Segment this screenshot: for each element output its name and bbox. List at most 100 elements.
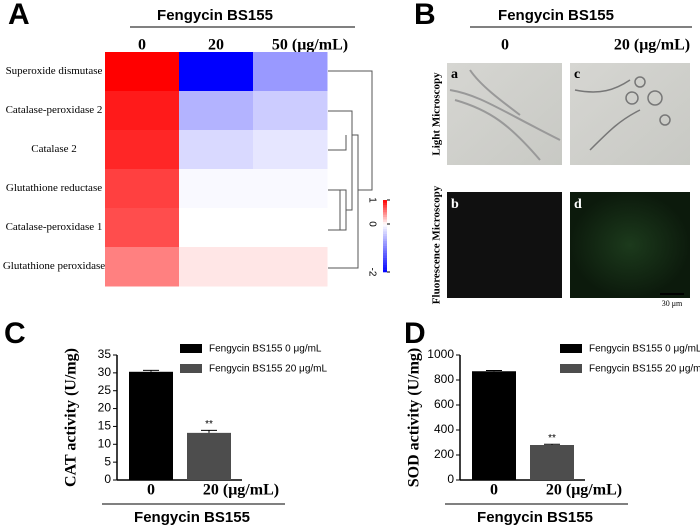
colorbar-segment <box>383 260 387 263</box>
colorbar-segment <box>383 269 387 273</box>
legend-label: Fengycin BS155 20 μg/mL <box>589 364 700 375</box>
dendrogram <box>328 70 373 269</box>
x-tick-label: 0 <box>147 482 155 499</box>
colorbar-segment <box>383 212 387 215</box>
heatmap-cell <box>105 247 180 287</box>
y-tick-label: 20 <box>98 401 112 415</box>
bar <box>530 445 574 480</box>
colorbar-segment <box>383 267 387 270</box>
group-label: Fengycin BS155 <box>498 7 614 24</box>
image-label: b <box>451 197 459 212</box>
microscopy-images <box>447 63 690 298</box>
colorbar-segment <box>383 238 387 242</box>
heatmap-cell <box>253 169 328 209</box>
colorbar-segment <box>383 255 387 258</box>
colorbar-segment <box>383 224 387 227</box>
colorbar-segment <box>383 262 387 266</box>
heatmap-cell <box>105 208 180 248</box>
colorbar-segment <box>383 236 387 239</box>
colorbar-segment <box>383 204 387 208</box>
row-label: Light Microscopy <box>431 72 443 156</box>
row-label: Superoxide dismutase <box>6 65 103 77</box>
bar <box>472 371 516 480</box>
colorbar-segment <box>383 202 387 206</box>
annotation: ** <box>205 419 213 430</box>
colorbar-segment <box>383 248 387 251</box>
y-tick-label: 200 <box>434 447 454 461</box>
heatmap-cell <box>253 130 328 170</box>
row-label: Catalase 2 <box>31 143 77 155</box>
y-tick-label: 0 <box>104 472 111 486</box>
colorbar-segment <box>383 216 387 220</box>
row-label: Catalase-peroxidase 1 <box>6 221 103 233</box>
colorbar-segment <box>383 219 387 222</box>
heatmap-cell <box>105 52 180 92</box>
x-tick-label: 20 (μg/mL) <box>546 482 622 499</box>
x-tick-label: 20 (μg/mL) <box>203 482 279 499</box>
colorbar-segment <box>383 264 387 268</box>
colorbar-tick-label: 0 <box>366 221 377 227</box>
colorbar-segment <box>383 209 387 213</box>
legend-swatch <box>560 364 582 373</box>
row-label: Glutathione reductase <box>6 182 102 194</box>
heatmap-cell <box>179 208 254 248</box>
colorbar-segment <box>383 207 387 210</box>
column-label: 50 (μg/mL) <box>272 37 348 54</box>
heatmap-cell <box>105 169 180 209</box>
y-tick-label: 400 <box>434 422 454 436</box>
legend-label: Fengycin BS155 20 μg/mL <box>209 364 327 375</box>
bar <box>187 432 231 480</box>
heatmap-cell <box>253 91 328 131</box>
column-label: 0 <box>138 37 146 54</box>
colorbar-segment <box>383 226 387 230</box>
heatmap-cell <box>253 247 328 287</box>
heatmap-cell <box>179 169 254 209</box>
y-tick-label: 5 <box>104 454 111 468</box>
column-label: 0 <box>501 37 509 54</box>
x-tick-label: 0 <box>490 482 498 499</box>
row-label: Glutathione peroxidase <box>3 260 105 272</box>
panel-label: A <box>8 0 30 31</box>
colorbar-tick-label: -2 <box>366 268 377 277</box>
colorbar-segment <box>383 221 387 225</box>
panel-label: C <box>4 317 26 350</box>
legend-swatch <box>180 344 202 353</box>
panel-label: D <box>404 317 426 350</box>
y-tick-label: 1000 <box>427 347 454 361</box>
group-label: Fengycin BS155 <box>157 7 273 24</box>
colorbar-segment <box>383 245 387 249</box>
legend-label: Fengycin BS155 0 μg/mL <box>589 344 700 355</box>
y-axis-label: CAT activity (U/mg) <box>63 348 80 487</box>
y-tick-label: 0 <box>447 472 454 486</box>
y-tick-label: 10 <box>98 436 112 450</box>
colorbar-segment <box>383 243 387 246</box>
annotation: ** <box>548 433 556 444</box>
heatmap-cell <box>179 247 254 287</box>
colorbar-tick-label: 1 <box>366 197 377 203</box>
y-tick-label: 30 <box>98 365 112 379</box>
heatmap-cell <box>253 52 328 92</box>
heatmap-cell <box>105 91 180 131</box>
legend-swatch <box>180 364 202 373</box>
row-label: Catalase-peroxidase 2 <box>6 104 103 116</box>
heatmap-cell <box>105 130 180 170</box>
heatmap-cell <box>179 91 254 131</box>
y-tick-label: 15 <box>98 419 112 433</box>
column-label: 20 (μg/mL) <box>614 37 690 54</box>
y-tick-label: 600 <box>434 397 454 411</box>
row-label: Fluorescence Microscopy <box>431 185 443 304</box>
y-tick-label: 25 <box>98 383 112 397</box>
panel-label: B <box>414 0 436 31</box>
image-label: a <box>451 67 458 82</box>
y-tick-label: 800 <box>434 372 454 386</box>
colorbar-segment <box>383 250 387 254</box>
image-label: c <box>574 67 580 82</box>
colorbar-segment <box>383 257 387 261</box>
heatmap-cell <box>179 130 254 170</box>
image-label: d <box>574 197 582 212</box>
y-tick-label: 35 <box>98 347 112 361</box>
colorbar-segment <box>383 200 387 203</box>
y-axis-label: SOD activity (U/mg) <box>406 348 423 488</box>
colorbar-segment <box>383 214 387 218</box>
